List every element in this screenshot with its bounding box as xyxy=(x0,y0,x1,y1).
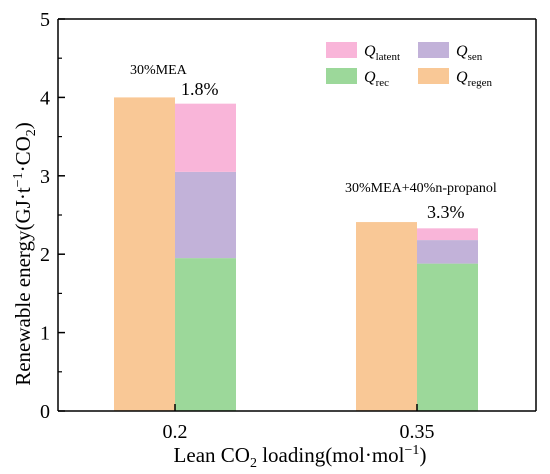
legend: Qlatent Qsen Qrec Qregen xyxy=(326,42,492,89)
annotation-mea-propanol: 30%MEA+40%n-propanol xyxy=(345,181,497,196)
legend-swatch-regen xyxy=(418,68,449,84)
legend-swatch-latent xyxy=(326,42,357,58)
plot-area: 0 1 2 3 4 5 0.2 0.35 xyxy=(40,9,537,443)
bar-sen-0-35 xyxy=(417,240,478,264)
bar-latent-0-35 xyxy=(417,228,478,241)
annotation-mea: 30%MEA xyxy=(130,63,188,78)
axis-titles: Lean CO2 loading(mol·mol−1) Renewable en… xyxy=(11,122,426,471)
bar-rec-0-35 xyxy=(417,263,478,411)
legend-label-sen: Qsen xyxy=(456,43,483,63)
y-tick-label: 3 xyxy=(40,166,50,188)
legend-swatch-rec xyxy=(326,68,357,84)
legend-label-latent: Qlatent xyxy=(364,43,400,63)
bar-rec-0-2 xyxy=(175,258,236,411)
bar-sen-0-2 xyxy=(175,171,236,259)
bar-latent-0-2 xyxy=(175,103,236,172)
x-tick-label: 0.2 xyxy=(163,421,188,443)
y-tick-label: 2 xyxy=(40,244,50,266)
y-tick-label: 1 xyxy=(40,323,50,345)
y-tick-label: 0 xyxy=(40,401,50,423)
x-tick-label: 0.35 xyxy=(400,421,435,443)
percent-label-0-2: 1.8% xyxy=(181,79,219,99)
y-tick-label: 4 xyxy=(40,87,50,109)
bar-regen-0-2 xyxy=(114,97,175,412)
percent-label-0-35: 3.3% xyxy=(427,202,465,222)
legend-label-rec: Qrec xyxy=(364,69,389,89)
legend-swatch-sen xyxy=(418,42,449,58)
chart-annotations: 30%MEA 1.8% 30%MEA+40%n-propanol 3.3% xyxy=(130,63,497,222)
y-axis-title: Renewable energy(GJ·t−1·CO2) xyxy=(11,122,39,386)
x-axis-title: Lean CO2 loading(mol·mol−1) xyxy=(174,443,427,471)
legend-label-regen: Qregen xyxy=(456,69,492,89)
bar-regen-0-35 xyxy=(356,222,417,411)
y-tick-label: 5 xyxy=(40,9,50,31)
